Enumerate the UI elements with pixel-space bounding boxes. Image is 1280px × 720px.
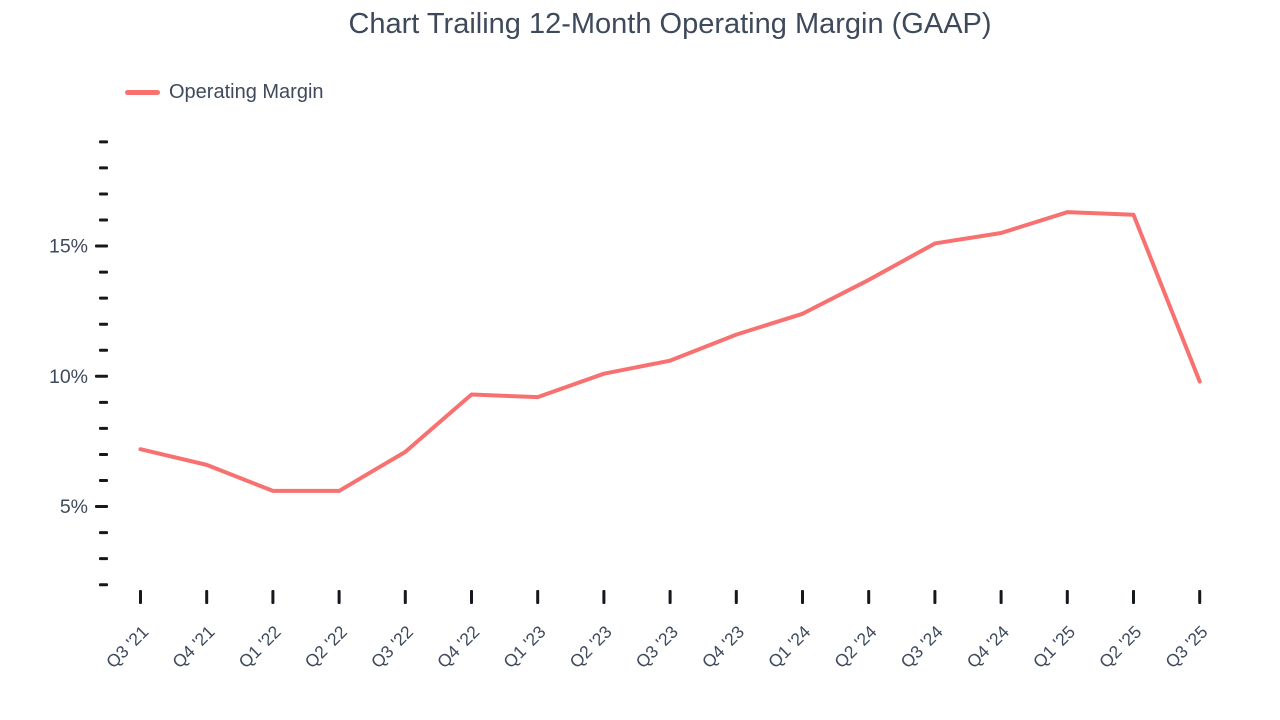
y-tick-label: 15%	[49, 236, 88, 258]
y-minor-tick	[99, 296, 108, 300]
x-tick	[933, 590, 937, 604]
x-tick	[668, 590, 672, 604]
x-tick-label: Q2 '22	[301, 622, 351, 672]
x-tick	[734, 590, 738, 604]
y-minor-tick	[99, 426, 108, 430]
chart-title: Chart Trailing 12-Month Operating Margin…	[348, 8, 992, 40]
x-tick	[139, 590, 142, 604]
x-tick-label: Q2 '24	[830, 621, 880, 671]
x-tick-label: Q2 '25	[1095, 622, 1145, 672]
x-tick-label: Q4 '21	[168, 622, 218, 672]
x-tick-label: Q3 '23	[632, 622, 682, 672]
x-tick-label: Q4 '22	[433, 622, 483, 672]
x-tick-label: Q1 '24	[764, 621, 814, 671]
x-tick	[470, 590, 473, 604]
y-minor-tick	[99, 218, 108, 222]
x-tick	[337, 590, 341, 604]
x-tick	[205, 590, 209, 604]
x-tick-label: Q1 '23	[499, 622, 549, 672]
x-tick	[271, 590, 275, 604]
x-tick	[801, 590, 804, 604]
x-tick-label: Q1 '22	[235, 622, 285, 672]
x-tick-label: Q3 '21	[102, 622, 152, 672]
x-tick-label: Q2 '23	[566, 622, 616, 672]
x-tick	[536, 590, 540, 604]
y-minor-tick	[99, 452, 108, 456]
x-tick-label: Q1 '25	[1029, 622, 1079, 672]
x-tick	[602, 590, 606, 604]
y-minor-tick	[99, 348, 108, 352]
legend: Operating Margin	[125, 81, 324, 104]
y-tick-label: 10%	[49, 366, 88, 388]
y-minor-tick	[99, 322, 108, 326]
x-tick	[1198, 590, 1202, 604]
y-minor-tick	[99, 557, 108, 561]
y-minor-tick	[99, 531, 108, 535]
y-minor-tick	[99, 479, 108, 482]
x-tick-label: Q3 '25	[1161, 622, 1211, 672]
x-tick	[1065, 590, 1069, 604]
y-major-tick	[95, 505, 108, 509]
legend-line-swatch	[125, 90, 160, 95]
x-tick	[999, 590, 1003, 604]
y-tick-label: 5%	[60, 496, 88, 518]
x-tick	[403, 590, 407, 604]
x-tick-label: Q3 '24	[897, 621, 947, 671]
y-minor-tick	[99, 400, 108, 404]
y-minor-tick	[99, 192, 108, 196]
y-minor-tick	[99, 140, 108, 144]
y-major-tick	[95, 244, 108, 248]
x-tick-label: Q4 '24	[963, 621, 1013, 671]
legend-label: Operating Margin	[169, 81, 324, 103]
y-major-tick	[95, 374, 108, 378]
series-line-operating-margin	[138, 210, 1202, 493]
y-minor-tick	[99, 166, 108, 170]
x-tick-label: Q4 '23	[698, 622, 748, 672]
x-tick-label: Q3 '22	[367, 622, 417, 672]
x-tick	[1132, 590, 1135, 604]
y-minor-tick	[99, 270, 108, 274]
y-minor-tick	[99, 583, 108, 587]
x-tick	[867, 590, 871, 604]
